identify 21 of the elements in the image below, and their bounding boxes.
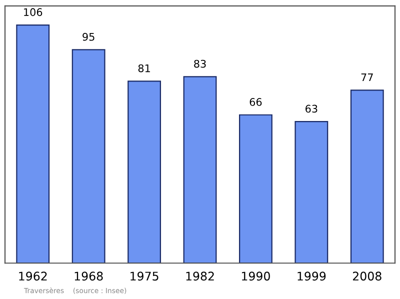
- bar: [128, 80, 161, 264]
- bar: [239, 114, 272, 264]
- bar: [183, 76, 217, 264]
- data-label: 83: [194, 60, 206, 68]
- bar: [294, 121, 328, 264]
- x-tick-label: 1999: [298, 272, 326, 281]
- x-tick-label: 1975: [130, 272, 158, 281]
- data-label: 63: [306, 104, 318, 113]
- data-label: 95: [82, 32, 94, 41]
- bar: [350, 90, 384, 264]
- data-label: 81: [138, 64, 150, 72]
- x-tick-label: 1990: [242, 272, 270, 281]
- bar: [72, 49, 106, 264]
- x-tick-label: 1982: [186, 272, 214, 281]
- x-tick-label: 1962: [19, 272, 47, 281]
- x-tick-label: 1968: [74, 272, 103, 281]
- data-label: 77: [361, 73, 373, 82]
- bar: [16, 24, 50, 264]
- x-tick-label: 2008: [352, 272, 382, 281]
- data-label: 66: [250, 98, 262, 106]
- data-label: 106: [24, 8, 42, 16]
